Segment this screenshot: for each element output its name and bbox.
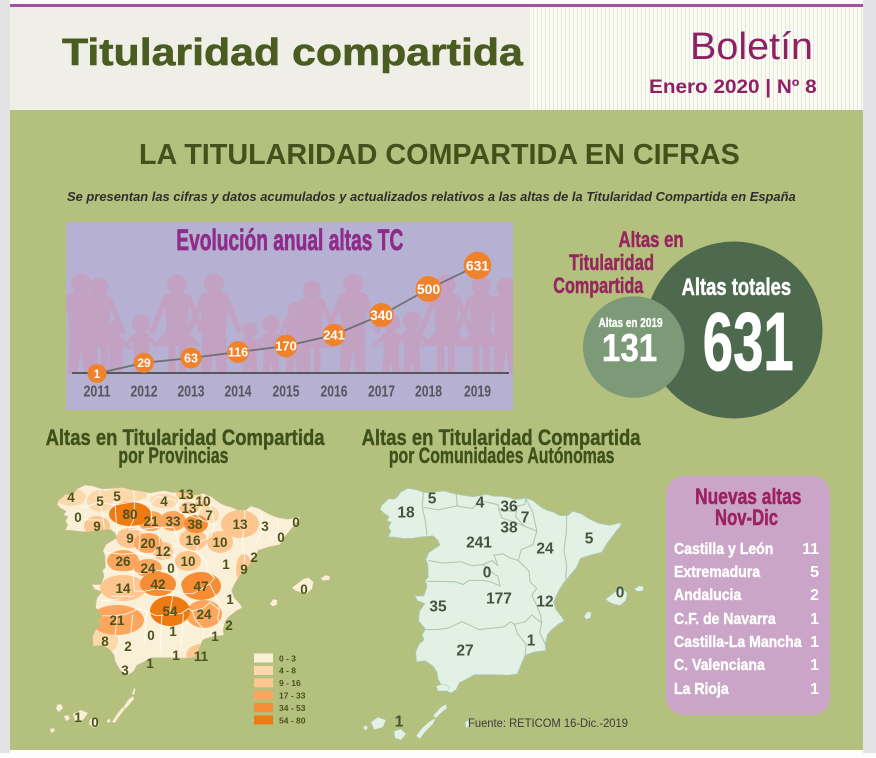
svg-text:12: 12 [155, 544, 170, 559]
svg-text:26: 26 [115, 554, 131, 569]
svg-text:12: 12 [536, 594, 553, 611]
svg-text:2017: 2017 [368, 384, 395, 401]
svg-text:2013: 2013 [178, 384, 205, 401]
svg-text:21: 21 [109, 613, 125, 628]
svg-text:9 - 16: 9 - 16 [279, 678, 301, 688]
svg-text:11: 11 [194, 649, 209, 664]
svg-text:Evolución anual altas TC: Evolución anual altas TC [176, 224, 403, 257]
svg-text:1: 1 [172, 648, 180, 663]
svg-text:24: 24 [140, 561, 156, 576]
svg-text:2018: 2018 [415, 384, 442, 401]
svg-text:5: 5 [96, 494, 104, 509]
svg-text:3: 3 [121, 663, 129, 678]
svg-text:2: 2 [124, 639, 132, 654]
svg-text:24: 24 [536, 541, 554, 558]
svg-text:0: 0 [300, 582, 308, 597]
svg-text:20: 20 [140, 536, 155, 551]
svg-text:33: 33 [165, 514, 181, 529]
svg-text:241: 241 [323, 328, 345, 343]
svg-text:13: 13 [232, 517, 248, 532]
svg-text:2014: 2014 [225, 384, 252, 401]
svg-text:340: 340 [370, 308, 393, 323]
svg-text:0: 0 [147, 628, 155, 643]
svg-text:4: 4 [160, 494, 168, 509]
svg-text:0 - 3: 0 - 3 [279, 653, 296, 663]
svg-text:1: 1 [146, 656, 154, 671]
svg-text:9: 9 [126, 531, 134, 546]
svg-text:10: 10 [180, 554, 195, 569]
svg-text:8: 8 [101, 634, 109, 649]
svg-text:10: 10 [212, 535, 227, 550]
svg-text:42: 42 [150, 577, 165, 592]
svg-text:38: 38 [187, 517, 203, 532]
svg-text:1: 1 [211, 629, 219, 644]
svg-text:500: 500 [417, 281, 441, 297]
svg-text:4: 4 [476, 495, 485, 512]
svg-text:1: 1 [94, 367, 101, 381]
svg-text:9: 9 [240, 562, 248, 577]
svg-text:5: 5 [113, 489, 121, 504]
svg-text:631: 631 [466, 258, 490, 274]
svg-text:5: 5 [428, 491, 437, 508]
svg-text:0: 0 [292, 515, 300, 530]
svg-text:3: 3 [261, 519, 269, 534]
svg-text:16: 16 [185, 533, 201, 548]
svg-text:2: 2 [250, 550, 258, 565]
svg-text:0: 0 [277, 530, 285, 545]
svg-text:54 - 80: 54 - 80 [279, 715, 306, 725]
svg-text:80: 80 [122, 507, 137, 522]
svg-text:35: 35 [429, 599, 447, 616]
svg-text:54: 54 [162, 604, 178, 619]
svg-text:2011: 2011 [84, 384, 111, 401]
svg-text:4 - 8: 4 - 8 [279, 666, 296, 676]
svg-text:21: 21 [143, 514, 159, 529]
svg-text:2015: 2015 [273, 384, 300, 401]
svg-text:1: 1 [527, 633, 536, 650]
svg-text:4: 4 [67, 490, 75, 505]
svg-text:0: 0 [74, 510, 82, 525]
svg-text:9: 9 [93, 519, 101, 534]
svg-text:116: 116 [228, 346, 248, 360]
svg-text:14: 14 [115, 581, 131, 596]
svg-text:1: 1 [169, 624, 177, 639]
svg-text:17 - 33: 17 - 33 [279, 691, 306, 701]
svg-text:241: 241 [466, 535, 492, 552]
svg-text:5: 5 [585, 531, 594, 548]
svg-text:36: 36 [500, 499, 518, 516]
svg-text:2: 2 [225, 618, 233, 633]
svg-text:38: 38 [500, 520, 518, 537]
svg-text:1: 1 [226, 592, 234, 607]
svg-text:2016: 2016 [321, 384, 348, 401]
svg-text:1: 1 [395, 714, 404, 731]
svg-text:7: 7 [521, 510, 530, 527]
svg-text:10: 10 [195, 494, 210, 509]
svg-text:2012: 2012 [131, 384, 158, 401]
svg-text:1: 1 [74, 710, 82, 725]
svg-text:13: 13 [178, 487, 194, 502]
svg-text:0: 0 [167, 561, 175, 576]
svg-text:18: 18 [397, 505, 415, 522]
svg-text:34 - 53: 34 - 53 [279, 703, 306, 713]
svg-text:7: 7 [205, 508, 213, 523]
svg-text:0: 0 [483, 565, 492, 582]
svg-text:47: 47 [193, 579, 208, 594]
svg-text:29: 29 [137, 356, 151, 370]
svg-text:2019: 2019 [464, 384, 491, 401]
svg-text:177: 177 [486, 591, 512, 608]
svg-text:0: 0 [91, 715, 99, 730]
svg-text:27: 27 [456, 643, 473, 660]
svg-text:0: 0 [616, 585, 625, 602]
svg-text:13: 13 [181, 501, 197, 516]
svg-text:170: 170 [275, 339, 297, 354]
svg-text:1: 1 [222, 557, 230, 572]
svg-text:63: 63 [184, 352, 198, 366]
svg-text:24: 24 [196, 607, 212, 622]
